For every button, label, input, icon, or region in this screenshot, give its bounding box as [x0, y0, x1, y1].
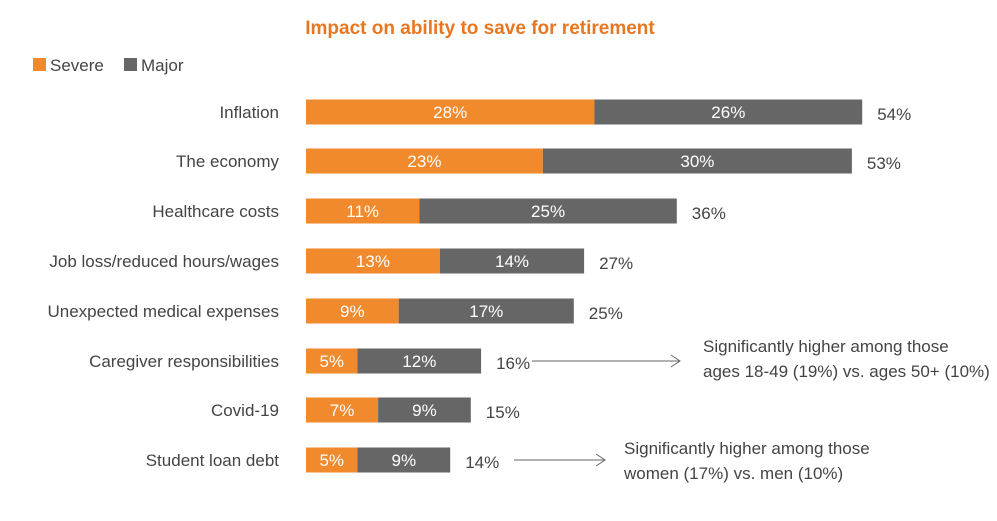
category-label: Caregiver responsibilities: [89, 352, 279, 371]
bar-major: [398, 298, 574, 324]
bar-value-label: 13%: [356, 252, 390, 271]
bar-severe: [306, 248, 440, 274]
bar-severe: [306, 397, 379, 423]
category-label: Healthcare costs: [152, 202, 279, 221]
total-label: 15%: [486, 403, 520, 422]
legend-swatch-severe: [33, 58, 46, 71]
bar-major: [378, 397, 471, 423]
bar-severe: [306, 447, 358, 473]
bar-severe: [306, 298, 399, 324]
annotation-text: Significantly higher among those: [624, 439, 870, 458]
annotation-text: Significantly higher among those: [703, 337, 949, 356]
bar-value-label: 26%: [711, 103, 745, 122]
bar-major: [357, 447, 451, 473]
category-label: Job loss/reduced hours/wages: [49, 252, 279, 271]
bar-major: [542, 148, 852, 174]
bar-severe: [306, 99, 595, 125]
total-label: 36%: [692, 204, 726, 223]
total-label: 14%: [465, 453, 499, 472]
bars-group: Inflation 28% 26% 54% The economy 23% 30% 53% He…: [47, 99, 911, 473]
total-label: 27%: [599, 254, 633, 273]
annotation-arrowhead: [595, 453, 606, 467]
total-label: 25%: [589, 304, 623, 323]
legend-label-severe: Severe: [50, 56, 104, 75]
bar-severe: [306, 348, 358, 374]
annotations-group: Significantly higher among those ages 18-…: [514, 337, 990, 483]
annotation-text: ages 18-49 (19%) vs. ages 50+ (10%): [703, 362, 990, 381]
bar-value-label: 28%: [433, 103, 467, 122]
bar-value-label: 9%: [412, 401, 437, 420]
bar-major: [594, 99, 863, 125]
bar-value-label: 17%: [469, 302, 503, 321]
total-label: 54%: [877, 105, 911, 124]
bar-severe: [306, 148, 543, 174]
chart-title: Impact on ability to save for retirement: [305, 18, 655, 39]
bar-value-label: 5%: [319, 352, 344, 371]
bar-major: [357, 348, 482, 374]
bar-severe: [306, 198, 420, 224]
bar-value-label: 9%: [340, 302, 365, 321]
bar-value-label: 30%: [680, 152, 714, 171]
legend: Severe Major: [33, 56, 184, 75]
bar-value-label: 5%: [319, 451, 344, 470]
total-label: 53%: [867, 154, 901, 173]
total-label: 16%: [496, 354, 530, 373]
legend-label-major: Major: [141, 56, 184, 75]
bar-value-label: 25%: [531, 202, 565, 221]
category-label: The economy: [176, 152, 279, 171]
bar-major: [439, 248, 585, 274]
annotation-arrowhead: [670, 354, 681, 368]
bar-value-label: 9%: [392, 451, 417, 470]
legend-swatch-major: [124, 58, 137, 71]
category-label: Covid-19: [211, 401, 279, 420]
bar-major: [419, 198, 677, 224]
bar-value-label: 14%: [495, 252, 529, 271]
bar-value-label: 23%: [407, 152, 441, 171]
category-label: Inflation: [219, 103, 279, 122]
bar-value-label: 12%: [402, 352, 436, 371]
bar-value-label: 7%: [330, 401, 355, 420]
bar-value-label: 11%: [346, 202, 379, 221]
annotation-text: women (17%) vs. men (10%): [623, 464, 843, 483]
category-label: Unexpected medical expenses: [47, 302, 279, 321]
category-label: Student loan debt: [146, 451, 280, 470]
